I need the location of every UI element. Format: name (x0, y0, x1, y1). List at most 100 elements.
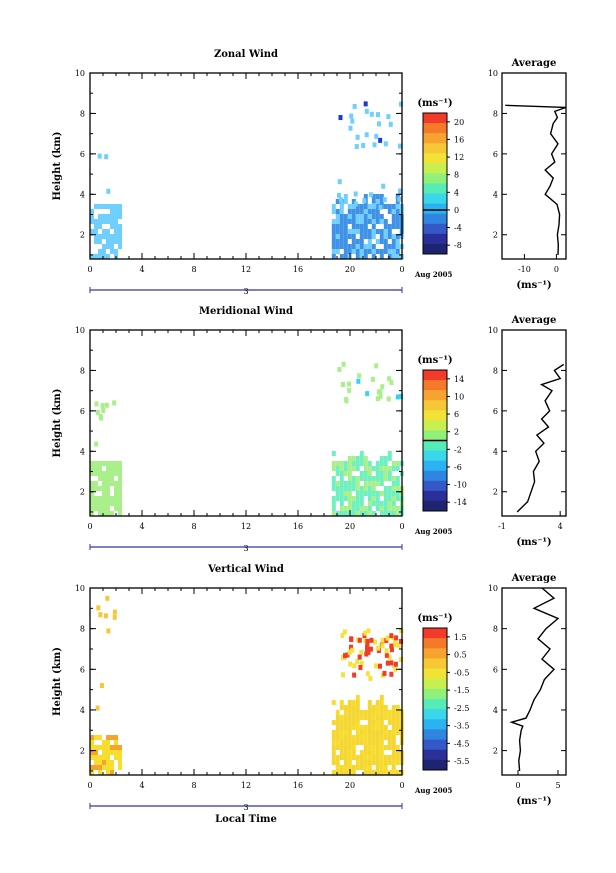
colorbar-segment (423, 183, 447, 195)
x-tick-label: 4 (139, 265, 144, 274)
heatmap-cell (343, 249, 348, 254)
heatmap-cell (389, 380, 394, 386)
heatmap-cell (363, 740, 368, 745)
heatmap-cell (331, 219, 336, 224)
heatmap-cell (371, 229, 376, 234)
heatmap-cell (355, 700, 360, 705)
heatmap-cell (106, 755, 110, 760)
colorbar-unit: (ms⁻¹) (417, 613, 452, 624)
heatmap-cell (359, 214, 364, 219)
heatmap-cell (355, 496, 360, 501)
y-tick-label: 6 (80, 150, 85, 159)
heatmap-cell (383, 476, 388, 481)
heatmap-cell (98, 204, 102, 209)
heatmap-cell (391, 254, 396, 259)
heatmap-cell (90, 755, 94, 760)
heatmap-cell (106, 481, 110, 486)
heatmap-cell (379, 234, 384, 239)
heatmap-cell (355, 254, 360, 259)
heatmap-cell (110, 476, 114, 481)
heatmap-cell (90, 214, 94, 219)
heatmap-cell (335, 481, 340, 486)
heatmap-cell (339, 740, 344, 745)
panel-1: Meridional Wind 0 4 8 12 16 20 0 2 4 6 8 10 Height (k… (52, 306, 567, 553)
heatmap-cell (339, 725, 344, 730)
heatmap-cell (371, 466, 376, 471)
heatmap-cell (90, 471, 94, 476)
heatmap-cell (379, 755, 384, 760)
heatmap-cell (335, 214, 340, 219)
heatmap-cell (102, 506, 106, 511)
heatmap-cell (94, 765, 98, 770)
heatmap-cell (362, 198, 367, 204)
heatmap-cell (369, 111, 374, 117)
heatmap-cell (351, 496, 356, 501)
heatmap-cell (118, 461, 122, 466)
heatmap-cell (339, 219, 344, 224)
heatmap-cell (343, 765, 348, 770)
average-profile: Average 2 4 6 8 10 0 5 (ms⁻¹) (488, 573, 567, 807)
heatmap-cell (371, 209, 376, 214)
heatmap-cell (383, 249, 388, 254)
heatmap-cell (378, 204, 383, 210)
heatmap-cell (391, 715, 396, 720)
heatmap-cell (352, 103, 357, 109)
heatmap-cell (387, 486, 392, 491)
heatmap-cell (398, 638, 403, 644)
heatmap-cell (114, 204, 118, 209)
heatmap-cell (371, 740, 376, 745)
heatmap-cell (331, 755, 336, 760)
heatmap-cell (347, 476, 352, 481)
heatmap-cell (359, 710, 364, 715)
heatmap-cell (379, 239, 384, 244)
heatmap-cell (110, 466, 114, 471)
heatmap-cell (367, 705, 372, 710)
heatmap-cell (351, 244, 356, 249)
heatmap-cell (114, 214, 118, 219)
heatmap-cell (391, 730, 396, 735)
heatmap-cell (106, 506, 110, 511)
heatmap-cell (387, 471, 392, 476)
heatmap-cell (375, 461, 380, 466)
heatmap-cell (90, 209, 94, 214)
heatmap-cell (106, 491, 110, 496)
colorbar-tick-label: -3.5 (454, 722, 469, 731)
average-title: Average (511, 315, 557, 326)
y-tick-label: 8 (80, 366, 85, 375)
heatmap-cell (359, 506, 364, 511)
heatmap-cell (337, 367, 342, 373)
heatmap-cell (379, 735, 384, 740)
x-tick-label: 12 (241, 265, 251, 274)
heatmap-cell (363, 730, 368, 735)
heatmap-cell (339, 239, 344, 244)
heatmap-cell (363, 214, 368, 219)
heatmap-cell (371, 481, 376, 486)
heatmap-cell (383, 141, 388, 147)
x-tick-label: 12 (241, 522, 251, 531)
heatmap-cell (355, 219, 360, 224)
heatmap-cell (380, 637, 385, 643)
heatmap-cell (110, 471, 114, 476)
heatmap-cell (90, 765, 94, 770)
heatmap-cell (357, 637, 362, 643)
heatmap-cell (383, 760, 388, 765)
heatmap-cell (395, 720, 400, 725)
heatmap-cell (355, 214, 360, 219)
heatmap-cell (359, 735, 364, 740)
heatmap-cell (351, 224, 356, 229)
heatmap-cell (367, 229, 372, 234)
heatmap-cell (90, 481, 94, 486)
heatmap-cell (367, 234, 372, 239)
colorbar-segment (423, 153, 447, 164)
heatmap-cell (114, 735, 118, 740)
heatmap-cell (118, 486, 122, 491)
x-tick-label: 4 (139, 522, 144, 531)
heatmap-cell (349, 113, 354, 119)
heatmap-cell (398, 188, 403, 194)
heatmap-cell (375, 476, 380, 481)
colorbar-tick-label: 0.5 (454, 651, 467, 660)
heatmap-cell (114, 501, 118, 506)
heatmap-cell (347, 204, 352, 209)
heatmap-cell (343, 653, 348, 659)
heatmap-cell (367, 214, 372, 219)
